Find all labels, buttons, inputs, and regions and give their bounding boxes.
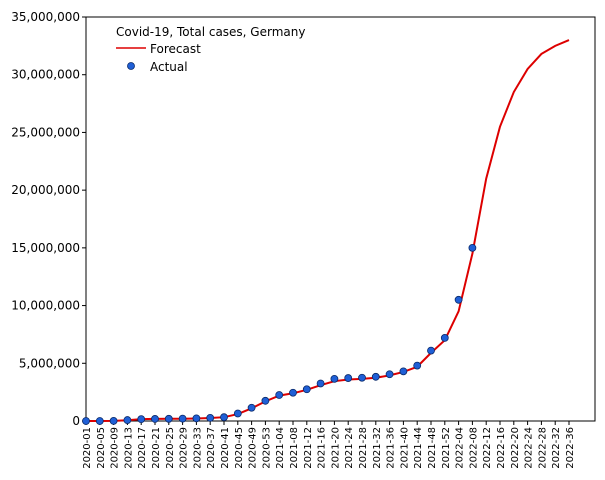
actual-point (302, 385, 311, 394)
actual-point (95, 417, 104, 425)
y-tick-label: 0 (72, 414, 80, 428)
x-tick-label: 2020-25 (165, 427, 176, 469)
x-tick-label: 2022-24 (524, 427, 535, 469)
x-tick-label: 2020-45 (234, 427, 245, 469)
actual-point (192, 414, 201, 423)
x-tick-label: 2020-37 (206, 427, 217, 469)
actual-point (413, 361, 422, 370)
x-tick-label: 2021-08 (289, 427, 300, 469)
x-tick-label: 2021-20 (330, 427, 341, 469)
x-tick-label: 2020-49 (248, 427, 259, 469)
x-tick-label: 2020-05 (96, 427, 107, 469)
y-tick-label: 20,000,000 (11, 183, 80, 197)
y-tick-label: 25,000,000 (11, 125, 80, 139)
x-tick-label: 2021-32 (372, 427, 383, 469)
y-tick-label: 30,000,000 (11, 68, 80, 82)
x-tick-label: 2020-53 (261, 427, 272, 469)
actual-point (82, 417, 90, 425)
x-tick-label: 2021-48 (427, 427, 438, 469)
actual-point (233, 409, 242, 418)
x-tick-label: 2020-17 (137, 427, 148, 469)
x-tick-label: 2020-29 (179, 427, 190, 469)
y-tick-label: 5,000,000 (19, 356, 80, 370)
actual-point (151, 415, 159, 423)
x-tick-label: 2021-44 (413, 427, 424, 469)
x-tick-label: 2020-41 (220, 427, 231, 469)
actual-point (468, 243, 477, 252)
x-tick-label: 2022-12 (482, 427, 493, 469)
legend-label: Forecast (150, 42, 201, 56)
x-tick-label: 2022-20 (510, 427, 521, 469)
x-tick-label: 2021-52 (441, 427, 452, 469)
actual-point (247, 403, 256, 412)
actual-point (137, 415, 146, 424)
actual-point (358, 373, 366, 382)
x-tick-label: 2020-21 (151, 427, 162, 469)
legend-title: Covid-19, Total cases, Germany (116, 25, 305, 39)
actual-point (454, 295, 463, 304)
actual-point (164, 414, 173, 423)
x-tick-label: 2022-08 (468, 427, 479, 469)
actual-point (123, 416, 132, 424)
x-tick-label: 2022-16 (496, 427, 507, 469)
actual-point (289, 388, 297, 397)
actual-point (220, 413, 228, 422)
x-tick-label: 2021-40 (399, 427, 410, 469)
x-tick-label: 2022-32 (551, 427, 562, 469)
actual-point (427, 346, 435, 355)
x-tick-label: 2020-09 (110, 427, 121, 469)
y-tick-label: 35,000,000 (11, 10, 80, 24)
x-tick-label: 2021-28 (358, 427, 369, 469)
y-tick-label: 10,000,000 (11, 299, 80, 313)
actual-point (371, 372, 380, 381)
y-tick-label: 15,000,000 (11, 241, 80, 255)
x-tick-label: 2021-16 (317, 427, 328, 469)
plot-frame (85, 16, 596, 422)
x-tick-label: 2021-36 (386, 427, 397, 469)
x-tick-label: 2021-04 (275, 427, 286, 469)
x-tick-label: 2022-28 (537, 427, 548, 469)
x-tick-label: 2021-12 (303, 427, 314, 469)
actual-point (385, 370, 394, 379)
actual-point (344, 374, 353, 382)
x-tick-label: 2020-33 (192, 427, 203, 469)
x-tick-label: 2022-36 (565, 427, 576, 469)
legend-label: Actual (150, 60, 188, 74)
actual-point (109, 416, 118, 425)
forecast-line (86, 39, 570, 422)
actual-point (261, 396, 270, 405)
actual-point (399, 367, 408, 376)
actual-point (330, 374, 339, 383)
legend-dot (127, 62, 135, 70)
actual-point (440, 333, 449, 342)
x-tick-label: 2020-01 (82, 427, 93, 469)
actual-point (275, 391, 284, 399)
x-tick-label: 2020-13 (123, 427, 134, 469)
actual-point (178, 414, 187, 423)
x-tick-label: 2022-04 (455, 427, 466, 469)
actual-point (206, 413, 215, 422)
actual-point (316, 379, 325, 388)
x-tick-label: 2021-24 (344, 427, 355, 469)
